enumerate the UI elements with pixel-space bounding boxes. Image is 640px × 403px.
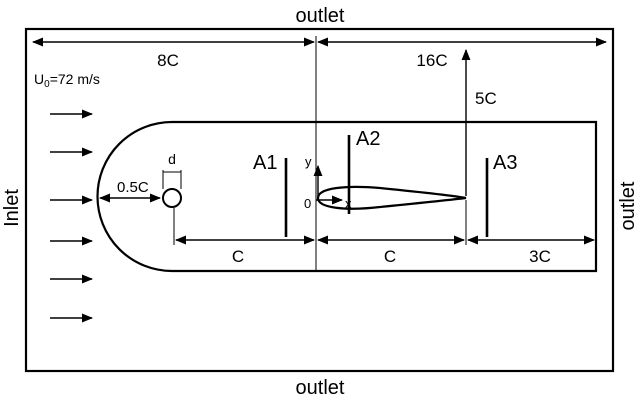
probe-a1-label: A1 (253, 152, 277, 174)
dim-16c-label: 16C (416, 51, 447, 70)
inflow-arrows (50, 109, 94, 323)
dim-3c-label: 3C (529, 247, 551, 266)
inlet-label: Inlet (1, 189, 23, 227)
cylinder (162, 188, 182, 208)
dim-c2-label: C (384, 247, 396, 266)
dim-c1-label: C (232, 247, 244, 266)
outlet-bottom-label: outlet (296, 377, 345, 399)
dim-d-label: d (168, 151, 176, 167)
outer-domain-boundary (24, 27, 615, 373)
velocity-label: U0=72 m/s (34, 71, 100, 90)
outlet-top-label: outlet (296, 5, 345, 27)
dim-05c-label: 0.5C (117, 179, 149, 196)
origin-label: 0 (304, 196, 311, 211)
y-axis-label: y (305, 154, 312, 169)
probe-a2-label: A2 (356, 128, 380, 150)
dim-5c-label: 5C (475, 89, 497, 108)
airfoil (316, 185, 467, 210)
outlet-right-label: outlet (617, 181, 639, 230)
x-axis-label: x (345, 196, 352, 211)
dim-8c-label: 8C (157, 51, 179, 70)
inner-refinement-region (96, 120, 598, 273)
probe-a3-label: A3 (493, 152, 517, 174)
